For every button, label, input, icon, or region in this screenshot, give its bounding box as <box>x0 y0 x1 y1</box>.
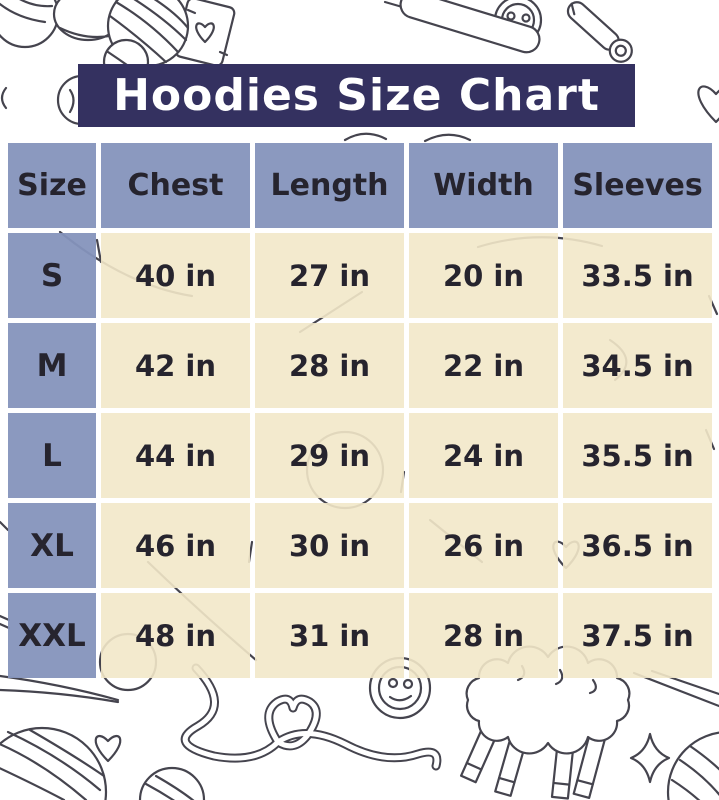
bottom-left-yarn-ball-doodle <box>0 726 108 800</box>
cell-l-width: 24 in <box>409 413 558 498</box>
cell-xl-sleeves: 36.5 in <box>563 503 712 588</box>
cell-m-sleeves: 34.5 in <box>563 323 712 408</box>
column-header-length: Length <box>255 143 404 228</box>
cell-l-length: 29 in <box>255 413 404 498</box>
row-label-xxl: XXL <box>8 593 96 678</box>
sparkle-doodle <box>629 732 671 784</box>
size-table: Size Chest Length Width Sleeves S 40 in … <box>8 143 712 678</box>
cell-xl-chest: 46 in <box>101 503 250 588</box>
column-header-width: Width <box>409 143 558 228</box>
cell-l-sleeves: 35.5 in <box>563 413 712 498</box>
cell-xxl-width: 28 in <box>409 593 558 678</box>
cell-m-length: 28 in <box>255 323 404 408</box>
bottom-right-yarn-ball-doodle <box>666 731 719 800</box>
cell-xl-length: 30 in <box>255 503 404 588</box>
column-header-sleeves: Sleeves <box>563 143 712 228</box>
page-title: Hoodies Size Chart <box>113 70 600 121</box>
row-label-xl: XL <box>8 503 96 588</box>
yarn-string-doodle <box>180 663 442 771</box>
column-header-chest: Chest <box>101 143 250 228</box>
cell-xxl-chest: 48 in <box>101 593 250 678</box>
column-header-size: Size <box>8 143 96 228</box>
cell-s-sleeves: 33.5 in <box>563 233 712 318</box>
cell-m-chest: 42 in <box>101 323 250 408</box>
right-heart-doodle <box>697 85 719 124</box>
cell-l-chest: 44 in <box>101 413 250 498</box>
safety-pin-doodle <box>566 1 633 63</box>
yarn-ball-with-tag-doodle <box>102 0 236 86</box>
row-label-l: L <box>8 413 96 498</box>
cell-s-length: 27 in <box>255 233 404 318</box>
cell-s-chest: 40 in <box>101 233 250 318</box>
cell-xl-width: 26 in <box>409 503 558 588</box>
top-left-yarn-ball-doodle <box>0 0 196 55</box>
bottom-needle-doodle <box>0 674 120 704</box>
cell-m-width: 22 in <box>409 323 558 408</box>
cell-s-width: 20 in <box>409 233 558 318</box>
row-label-m: M <box>8 323 96 408</box>
cell-xxl-sleeves: 37.5 in <box>563 593 712 678</box>
row-label-s: S <box>8 233 96 318</box>
title-banner: Hoodies Size Chart <box>78 64 635 127</box>
needle-case-doodle <box>383 0 541 54</box>
cell-xxl-length: 31 in <box>255 593 404 678</box>
bottom-heart-doodle <box>94 735 122 763</box>
